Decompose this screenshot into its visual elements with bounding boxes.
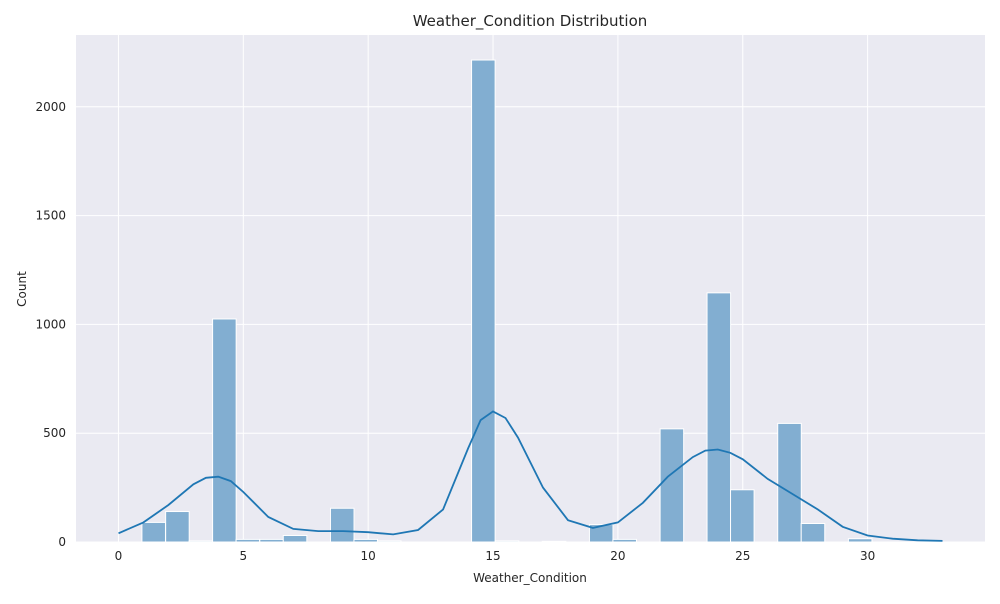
kde-curve — [118, 410, 943, 542]
y-tick-label: 2000 — [35, 100, 66, 114]
histogram-bars — [141, 59, 873, 543]
histogram-bar — [329, 507, 355, 543]
histogram-bar — [659, 428, 685, 543]
histogram-bar — [259, 538, 284, 543]
histogram-bar — [188, 540, 214, 543]
histogram-bar — [612, 538, 637, 543]
x-tick-label: 5 — [239, 549, 247, 563]
y-tick-label: 1500 — [35, 209, 66, 223]
chart-title: Weather_Condition Distribution — [413, 12, 648, 31]
histogram-bar — [353, 538, 378, 543]
histogram-bar — [706, 292, 732, 543]
histogram-bar — [376, 540, 402, 543]
x-tick-label: 20 — [610, 549, 625, 563]
histogram-bar — [212, 318, 237, 543]
x-tick-label: 25 — [735, 549, 750, 563]
histogram-bar — [141, 521, 166, 543]
histogram-bar — [777, 422, 802, 543]
histogram-bar — [541, 540, 567, 543]
x-tick-label: 10 — [361, 549, 376, 563]
histogram-bar — [847, 538, 873, 543]
histogram-bar — [165, 511, 190, 543]
y-tick-label: 500 — [43, 426, 66, 440]
y-tick-label: 1000 — [35, 317, 66, 331]
histogram-bar — [282, 534, 308, 543]
histogram-bar — [235, 538, 261, 543]
x-tick-label: 15 — [485, 549, 500, 563]
tick-labels: 0 5 10 15 20 25 30 0 500 1000 1500 2000 — [35, 100, 875, 563]
histogram-bar — [494, 540, 520, 543]
x-tick-label: 0 — [115, 549, 123, 563]
y-tick-label: 0 — [58, 535, 66, 549]
histogram-bar — [800, 523, 826, 543]
y-axis-label: Count — [15, 271, 29, 307]
histogram-bar — [471, 59, 496, 543]
histogram-bar — [588, 524, 614, 543]
x-tick-label: 30 — [860, 549, 875, 563]
histogram-bar — [730, 489, 755, 543]
x-axis-label: Weather_Condition — [473, 571, 587, 585]
